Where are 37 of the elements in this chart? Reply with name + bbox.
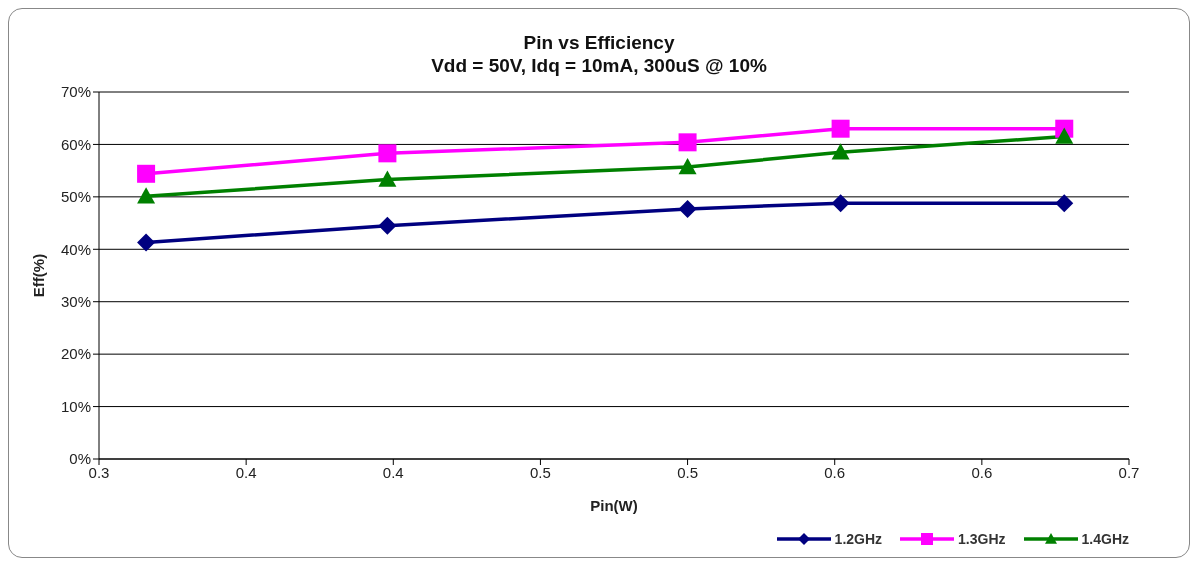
x-tick-label: 0.6 [824, 463, 846, 481]
legend-label: 1.3GHz [958, 531, 1006, 547]
legend-label: 1.2GHz [834, 531, 883, 547]
x-tick-label: 0.4 [382, 463, 404, 481]
point [831, 143, 850, 160]
y-tick-label: 70% [60, 83, 91, 101]
point [678, 157, 697, 175]
chart-title: Pin vs Efficiency [522, 31, 676, 54]
x-tick-label: 0.7 [1118, 463, 1140, 481]
chart-subtitle: Vdd = 50V, Idq = 10mA, 300uS @ 10% [430, 54, 768, 77]
point [831, 194, 850, 213]
legend-label: 1.4GHz [1081, 531, 1129, 547]
x-tick-label: 0.5 [530, 463, 551, 481]
y-axis-title: Eff(%) [30, 253, 48, 298]
point [1055, 194, 1074, 213]
point [378, 170, 397, 187]
point [1055, 127, 1074, 144]
point [137, 164, 156, 183]
y-tick-label: 20% [60, 345, 91, 363]
y-tick-label: 50% [60, 188, 91, 206]
point [378, 144, 397, 163]
point [831, 119, 850, 138]
point [678, 199, 697, 218]
x-axis-title: Pin(W) [590, 497, 638, 514]
point [137, 187, 156, 204]
x-tick-label: 0.4 [235, 463, 257, 481]
x-tick-label: 0.3 [88, 463, 110, 481]
point [678, 133, 697, 152]
y-tick-label: 0% [69, 450, 91, 468]
y-tick-label: 10% [60, 397, 91, 415]
y-tick-label: 40% [60, 240, 91, 258]
point [378, 216, 397, 235]
y-tick-label: 60% [60, 135, 91, 153]
point [137, 233, 156, 252]
y-tick-label: 30% [60, 293, 91, 311]
x-tick-label: 0.6 [971, 463, 993, 481]
x-tick-label: 0.5 [677, 463, 698, 481]
